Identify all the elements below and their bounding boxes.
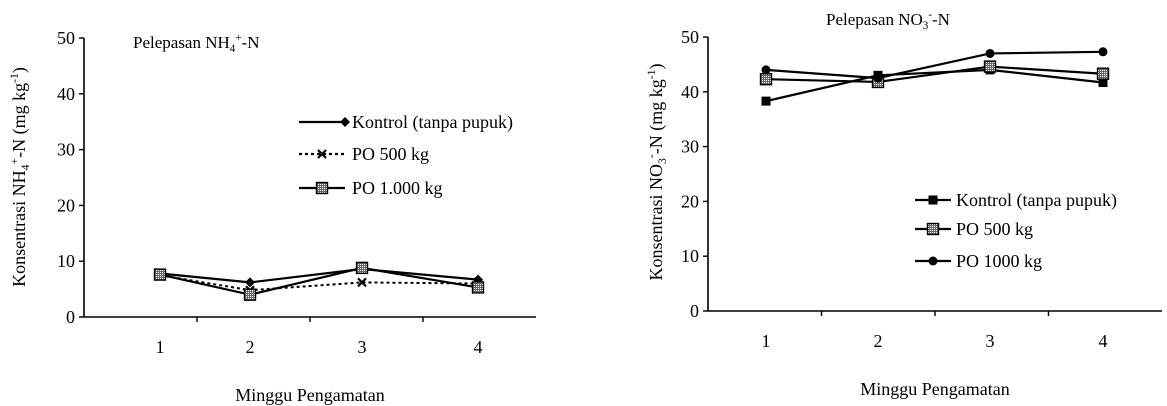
y-tick-label: 10: [681, 246, 699, 266]
data-point: [340, 117, 350, 127]
legend-item-1: Kontrol (tanpa pupuk): [299, 112, 513, 133]
data-point: [928, 256, 938, 266]
series-line: [159, 266, 479, 296]
x-tick-label: 4: [474, 337, 483, 357]
series-line: [765, 68, 1104, 103]
data-point: [1096, 67, 1110, 80]
x-tick-label: 4: [1099, 331, 1108, 351]
x-tick-label: 1: [156, 337, 165, 357]
series-line: [159, 267, 479, 284]
legend-label: PO 500 kg: [352, 144, 429, 164]
y-axis-title: Konsentrasi NH4+-N (mg kg-1): [8, 67, 32, 287]
y-tick-label: 0: [66, 307, 75, 327]
legend-item-3: PO 1.000 kg: [299, 178, 443, 198]
legend-label: PO 1000 kg: [956, 251, 1042, 271]
data-point: [315, 181, 329, 195]
series-line: [765, 65, 1104, 84]
series-3: [153, 261, 485, 301]
x-tick-label: 1: [762, 331, 771, 351]
data-point: [1098, 47, 1108, 57]
legend-item-2: PO 500 kg: [299, 144, 429, 164]
data-point: [1098, 77, 1108, 87]
legend-item-1: Kontrol (tanpa pupuk): [915, 190, 1117, 211]
data-point: [153, 268, 167, 281]
chart-title: Pelepasan NH4+-N: [133, 32, 260, 55]
x-axis-title: Minggu Pengamatan: [235, 385, 384, 405]
legend-item-3: PO 1000 kg: [915, 251, 1042, 271]
data-point: [873, 73, 883, 83]
data-point: [357, 277, 367, 288]
data-point: [926, 222, 940, 236]
y-tick-label: 0: [690, 301, 699, 321]
y-tick-label: 30: [57, 140, 75, 160]
x-axis-title: Minggu Pengamatan: [860, 379, 1009, 399]
data-point: [471, 281, 485, 294]
y-tick-label: 10: [57, 251, 75, 271]
legend-item-2: PO 500 kg: [915, 219, 1033, 239]
legend-label: Kontrol (tanpa pupuk): [352, 112, 513, 133]
data-point: [761, 96, 771, 106]
legend-label: PO 500 kg: [956, 219, 1033, 239]
y-tick-label: 50: [57, 28, 75, 48]
y-tick-label: 20: [57, 195, 75, 215]
y-axis-title: Konsentrasi NO3--N (mg kg-1): [645, 64, 669, 281]
data-point: [983, 60, 997, 73]
y-tick-label: 30: [681, 137, 699, 157]
y-tick-label: 50: [681, 27, 699, 47]
data-point: [759, 72, 773, 86]
data-point: [928, 195, 938, 205]
data-point: [245, 277, 255, 288]
x-tick-label: 2: [246, 337, 255, 357]
data-point: [985, 48, 995, 58]
y-tick-label: 40: [57, 84, 75, 104]
legend-label: Kontrol (tanpa pupuk): [956, 190, 1117, 211]
series-line: [765, 50, 1104, 80]
chart-title: Pelepasan NO3--N: [826, 9, 950, 32]
data-point: [761, 65, 771, 75]
x-tick-label: 3: [986, 331, 995, 351]
data-point: [355, 261, 369, 275]
y-tick-label: 40: [681, 82, 699, 102]
y-tick-label: 20: [681, 191, 699, 211]
data-point: [243, 288, 257, 301]
x-tick-label: 2: [874, 331, 883, 351]
chart-2: 0 10 20 30 40 50 1 2 3 4 Minggu Pengamatan Konsentr…: [645, 9, 1162, 399]
legend-label: PO 1.000 kg: [352, 178, 443, 198]
x-tick-label: 3: [358, 337, 367, 357]
data-point: [317, 149, 327, 159]
series-3: [761, 47, 1108, 83]
chart-1: 0 10 20 30 40 50 1 2 3 4 Minggu Pengamatan Konsentr…: [8, 28, 536, 405]
